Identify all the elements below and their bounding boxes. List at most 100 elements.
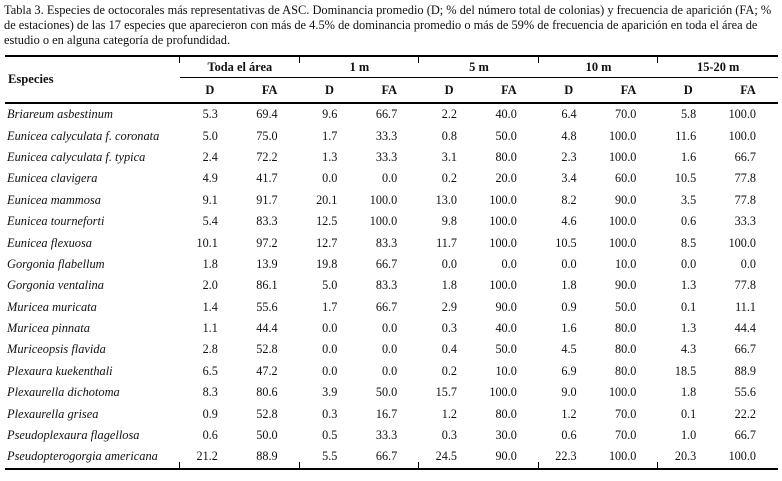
dominance-value: 10.1 bbox=[196, 235, 218, 250]
dominance-value: 6.9 bbox=[561, 363, 577, 378]
frequency-value: 20.0 bbox=[495, 171, 517, 186]
frequency-value: 72.2 bbox=[256, 149, 278, 164]
dominance-value: 0.1 bbox=[680, 299, 697, 314]
frequency-value: 0.0 bbox=[381, 321, 398, 336]
frequency-value: 83.3 bbox=[375, 235, 398, 250]
table-body: Briareum asbestinum 5.3 69.4 9.6 66.7 2.2 40.0… bbox=[5, 103, 778, 471]
frequency-value: 90.0 bbox=[478, 446, 539, 470]
table-row: Eunicea flexuosa 10.1 97.2 12.7 83.3 11.7 100.… bbox=[5, 232, 778, 253]
dominance-value: 20.3 bbox=[657, 446, 719, 471]
dominance-value: 0.0 bbox=[322, 342, 338, 357]
frequency-value: 66.7 bbox=[734, 342, 756, 357]
dominance-value: 1.0 bbox=[680, 428, 697, 443]
dominance-value: 0.0 bbox=[561, 256, 577, 271]
dominance-value: 2.0 bbox=[202, 278, 218, 293]
dominance-value: 0.0 bbox=[322, 321, 338, 336]
dominance-value: 22.3 bbox=[537, 446, 599, 471]
dominance-subheader: D bbox=[419, 77, 479, 104]
frequency-value: 77.8 bbox=[734, 171, 756, 186]
frequency-value: 10.0 bbox=[615, 256, 637, 271]
species-name: Gorgonia flabellum bbox=[7, 256, 105, 271]
species-name: Muricea pinnata bbox=[7, 321, 90, 336]
frequency-value: 100.0 bbox=[718, 446, 778, 470]
dominance-subheader: D bbox=[299, 77, 360, 104]
frequency-value: 83.3 bbox=[256, 214, 278, 229]
dominance-value: 0.2 bbox=[441, 363, 457, 378]
frequency-value: 100.0 bbox=[728, 107, 756, 122]
document-page: Tabla 3. Especies de octocorales más rep… bbox=[0, 3, 782, 471]
dominance-value: 1.8 bbox=[680, 385, 697, 400]
dominance-value: 2.9 bbox=[441, 299, 457, 314]
dominance-value: 4.9 bbox=[202, 171, 218, 186]
dominance-value: 0.0 bbox=[322, 171, 338, 186]
frequency-value: 80.0 bbox=[615, 321, 637, 336]
frequency-value: 47.2 bbox=[256, 363, 278, 378]
dominance-value: 1.3 bbox=[322, 149, 338, 164]
dominance-value: 0.0 bbox=[322, 363, 338, 378]
dominance-value: 1.1 bbox=[202, 321, 218, 336]
table-row: Briareum asbestinum 5.3 69.4 9.6 66.7 2.2 40.0… bbox=[5, 103, 778, 125]
frequency-value: 0.0 bbox=[381, 342, 398, 357]
frequency-value: 0.0 bbox=[501, 256, 517, 271]
frequency-value: 60.0 bbox=[615, 171, 637, 186]
frequency-value: 50.0 bbox=[375, 385, 398, 400]
table-row: Eunicea clavigera 4.9 41.7 0.0 0.0 0.2 20.0 3.4… bbox=[5, 168, 778, 189]
depth-group-header: 15-20 m bbox=[657, 54, 778, 78]
dominance-value: 0.6 bbox=[680, 214, 697, 229]
frequency-value: 66.7 bbox=[734, 149, 756, 164]
frequency-value: 0.0 bbox=[381, 363, 398, 378]
frequency-value: 16.7 bbox=[375, 406, 398, 421]
dominance-value: 1.2 bbox=[561, 406, 577, 421]
dominance-value: 5.0 bbox=[202, 128, 218, 143]
species-name: Pseudoplexaura flagellosa bbox=[7, 428, 140, 443]
frequency-value: 80.0 bbox=[615, 342, 637, 357]
frequency-value: 52.8 bbox=[256, 342, 278, 357]
frequency-value: 90.0 bbox=[615, 278, 637, 293]
dominance-value: 0.2 bbox=[441, 171, 457, 186]
dominance-value: 5.3 bbox=[202, 107, 218, 122]
dominance-value: 10.5 bbox=[555, 235, 577, 250]
frequency-subheader: FA bbox=[359, 77, 420, 104]
frequency-subheader: FA bbox=[598, 77, 659, 104]
species-name: Pseudopterogorgia americana bbox=[5, 446, 180, 470]
frequency-value: 100.0 bbox=[608, 385, 637, 400]
subheader-row: D FA D FA D FA D FA D FA bbox=[5, 77, 778, 104]
dominance-subheader: D bbox=[538, 77, 599, 104]
dominance-value: 5.4 bbox=[202, 214, 218, 229]
dominance-value: 8.3 bbox=[202, 385, 218, 400]
dominance-value: 4.3 bbox=[680, 342, 697, 357]
dominance-value: 4.5 bbox=[561, 342, 577, 357]
frequency-value: 100.0 bbox=[489, 278, 517, 293]
frequency-value: 44.4 bbox=[256, 321, 278, 336]
frequency-value: 90.0 bbox=[615, 192, 637, 207]
frequency-value: 55.6 bbox=[256, 299, 278, 314]
dominance-value: 9.8 bbox=[441, 214, 457, 229]
frequency-value: 100.0 bbox=[369, 214, 398, 229]
dominance-value: 10.5 bbox=[674, 171, 697, 186]
dominance-value: 3.1 bbox=[441, 149, 457, 164]
frequency-value: 77.8 bbox=[734, 278, 756, 293]
frequency-value: 90.0 bbox=[495, 299, 517, 314]
dominance-value: 2.8 bbox=[202, 342, 218, 357]
table-row: Muricea muricata 1.4 55.6 1.7 66.7 2.9 90.0 0.9… bbox=[5, 297, 778, 318]
table-row: Eunicea mammosa 9.1 91.7 20.1 100.0 13.0 100.0… bbox=[5, 190, 778, 211]
species-name: Plexaura kuekenthali bbox=[7, 363, 113, 378]
depth-group-header: Toda el área bbox=[179, 54, 300, 78]
dominance-value: 5.8 bbox=[680, 107, 697, 122]
dominance-value: 6.5 bbox=[202, 363, 218, 378]
frequency-value: 22.2 bbox=[734, 406, 756, 421]
dominance-value: 0.9 bbox=[202, 406, 218, 421]
dominance-value: 0.8 bbox=[441, 128, 457, 143]
frequency-value: 75.0 bbox=[256, 128, 278, 143]
depth-group-header: 10 m bbox=[537, 54, 659, 78]
dominance-value: 18.5 bbox=[674, 363, 697, 378]
dominance-value: 9.0 bbox=[561, 385, 577, 400]
dominance-value: 1.2 bbox=[441, 406, 457, 421]
frequency-value: 70.0 bbox=[615, 107, 637, 122]
frequency-value: 80.6 bbox=[256, 385, 278, 400]
table-row: Muriceopsis flavida 2.8 52.8 0.0 0.0 0.4 50.0 4… bbox=[5, 339, 778, 360]
frequency-value: 100.0 bbox=[489, 192, 517, 207]
table-row: Eunicea calyculata f. coronata 5.0 75.0 1.7… bbox=[5, 125, 778, 146]
